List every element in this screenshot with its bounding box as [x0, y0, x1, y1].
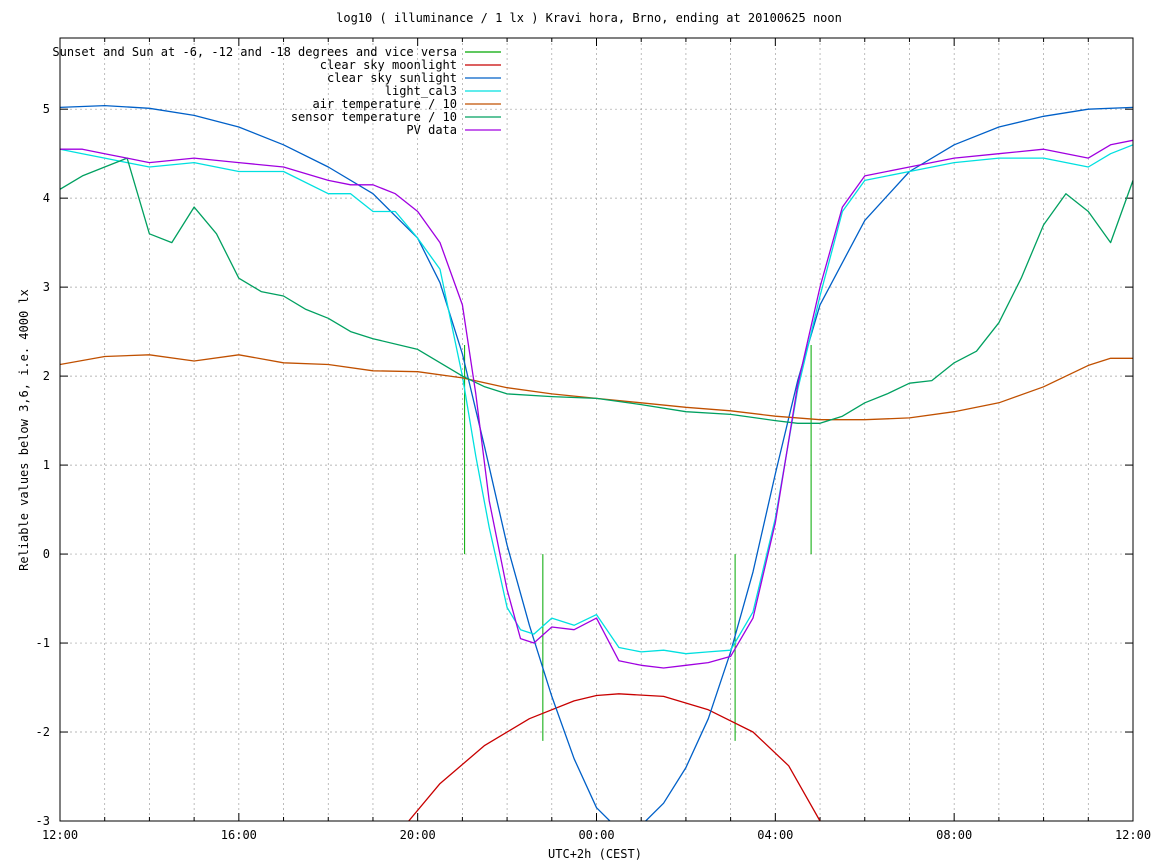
- legend: Sunset and Sun at -6, -12 and -18 degree…: [52, 45, 501, 137]
- legend-label: clear sky moonlight: [320, 58, 457, 72]
- series-line-sensor-temperature-10: [60, 157, 1133, 424]
- y-tick-label: 5: [43, 102, 50, 116]
- x-tick-label: 20:00: [400, 828, 436, 842]
- plot-frame: [59, 37, 1134, 822]
- x-tick-label: 12:00: [1115, 828, 1151, 842]
- x-tick-label: 16:00: [221, 828, 257, 842]
- legend-label: air temperature / 10: [313, 97, 458, 111]
- y-tick-label: -1: [36, 636, 50, 650]
- legend-label: clear sky sunlight: [327, 71, 457, 85]
- series-line-air-temperature-10: [60, 354, 1133, 421]
- y-tick-label: -2: [36, 725, 50, 739]
- y-tick-label: -3: [36, 814, 50, 828]
- y-tick-label: 3: [43, 280, 50, 294]
- series-group: [60, 104, 1133, 821]
- y-axis-label: Reliable values below 3,6, i.e. 4000 lx: [17, 289, 31, 571]
- y-tick-label: 4: [43, 191, 50, 205]
- legend-label: PV data: [406, 123, 457, 137]
- y-tick-label: 0: [43, 547, 50, 561]
- chart-title: log10 ( illuminance / 1 lx ) Kravi hora,…: [336, 11, 842, 25]
- x-tick-labels: 12:00 16:00 20:00 00:00 04:00 08:00 12:00: [42, 828, 1151, 842]
- x-tick-label: 04:00: [757, 828, 793, 842]
- legend-label: sensor temperature / 10: [291, 110, 457, 124]
- legend-label: Sunset and Sun at -6, -12 and -18 degree…: [52, 45, 457, 59]
- y-tick-label: 2: [43, 369, 50, 383]
- x-tick-label: 00:00: [578, 828, 614, 842]
- series-line-pv-data: [60, 139, 1133, 669]
- series-line-light-cal3: [60, 144, 1133, 655]
- series-line-clear-sky-sunlight: [60, 104, 1133, 821]
- legend-label: light_cal3: [385, 84, 457, 98]
- grid: [60, 38, 1133, 821]
- y-tick-labels: -3 -2 -1 0 1 2 3 4 5: [36, 102, 50, 828]
- x-tick-label: 08:00: [936, 828, 972, 842]
- tick-marks: [59, 38, 1134, 822]
- y-tick-label: 1: [43, 458, 50, 472]
- x-axis-label: UTC+2h (CEST): [548, 847, 642, 861]
- series-line-clear-sky-moonlight: [408, 693, 821, 821]
- x-tick-label: 12:00: [42, 828, 78, 842]
